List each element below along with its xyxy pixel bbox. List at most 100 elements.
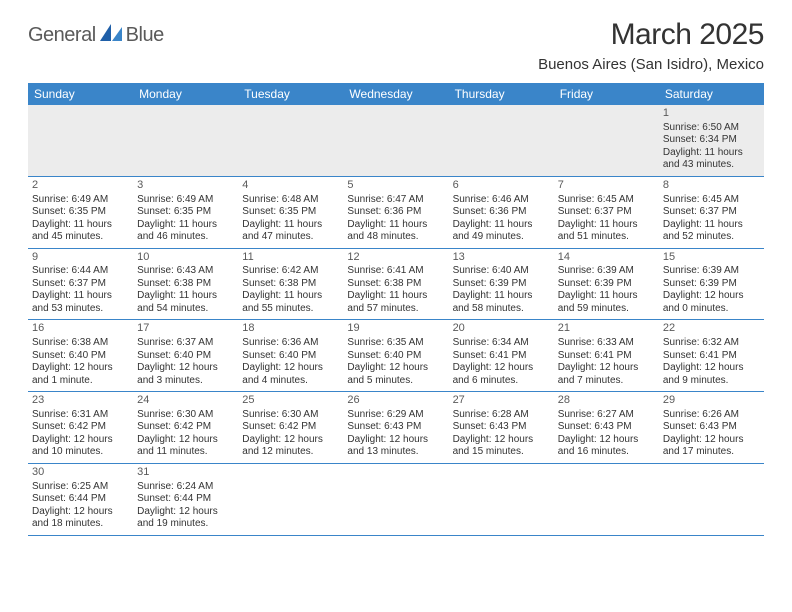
daylight-text: Daylight: 11 hours and 58 minutes. [453, 290, 550, 315]
sunset-text: Sunset: 6:37 PM [558, 206, 655, 219]
day-cell: 10Sunrise: 6:43 AMSunset: 6:38 PMDayligh… [133, 249, 238, 320]
calendar-table: Sunday Monday Tuesday Wednesday Thursday… [28, 83, 764, 536]
weekday-col: Friday [554, 83, 659, 105]
sunrise-text: Sunrise: 6:39 AM [663, 265, 760, 278]
sunrise-text: Sunrise: 6:26 AM [663, 409, 760, 422]
sunset-text: Sunset: 6:44 PM [32, 493, 129, 506]
daylight-text: Daylight: 12 hours and 4 minutes. [242, 362, 339, 387]
daylight-text: Daylight: 11 hours and 55 minutes. [242, 290, 339, 315]
day-cell: 5Sunrise: 6:47 AMSunset: 6:36 PMDaylight… [343, 177, 448, 248]
day-number: 4 [242, 179, 339, 193]
daylight-text: Daylight: 11 hours and 48 minutes. [347, 219, 444, 244]
daylight-text: Daylight: 12 hours and 7 minutes. [558, 362, 655, 387]
weekday-col: Tuesday [238, 83, 343, 105]
daylight-text: Daylight: 11 hours and 47 minutes. [242, 219, 339, 244]
daylight-text: Daylight: 12 hours and 10 minutes. [32, 434, 129, 459]
calendar-body: 1Sunrise: 6:50 AMSunset: 6:34 PMDaylight… [28, 105, 764, 536]
daylight-text: Daylight: 12 hours and 1 minute. [32, 362, 129, 387]
day-cell: 30Sunrise: 6:25 AMSunset: 6:44 PMDayligh… [28, 464, 133, 535]
empty-cell [343, 464, 448, 535]
empty-cell [449, 464, 554, 535]
day-number: 6 [453, 179, 550, 193]
brand-name-b: Blue [126, 24, 164, 47]
sunrise-text: Sunrise: 6:29 AM [347, 409, 444, 422]
day-number: 14 [558, 251, 655, 265]
sunset-text: Sunset: 6:39 PM [558, 278, 655, 291]
day-cell: 21Sunrise: 6:33 AMSunset: 6:41 PMDayligh… [554, 320, 659, 391]
sunrise-text: Sunrise: 6:47 AM [347, 194, 444, 207]
day-number: 3 [137, 179, 234, 193]
sunrise-text: Sunrise: 6:41 AM [347, 265, 444, 278]
daylight-text: Daylight: 12 hours and 17 minutes. [663, 434, 760, 459]
day-cell: 26Sunrise: 6:29 AMSunset: 6:43 PMDayligh… [343, 392, 448, 463]
day-number: 18 [242, 322, 339, 336]
sunset-text: Sunset: 6:40 PM [137, 350, 234, 363]
daylight-text: Daylight: 12 hours and 18 minutes. [32, 506, 129, 531]
sunrise-text: Sunrise: 6:49 AM [137, 194, 234, 207]
day-number: 2 [32, 179, 129, 193]
daylight-text: Daylight: 12 hours and 0 minutes. [663, 290, 760, 315]
day-number: 23 [32, 394, 129, 408]
empty-cell [343, 105, 448, 176]
day-cell: 24Sunrise: 6:30 AMSunset: 6:42 PMDayligh… [133, 392, 238, 463]
sunrise-text: Sunrise: 6:38 AM [32, 337, 129, 350]
weekday-col: Saturday [659, 83, 764, 105]
sunrise-text: Sunrise: 6:34 AM [453, 337, 550, 350]
day-cell: 7Sunrise: 6:45 AMSunset: 6:37 PMDaylight… [554, 177, 659, 248]
month-title: March 2025 [538, 18, 764, 52]
daylight-text: Daylight: 12 hours and 19 minutes. [137, 506, 234, 531]
sunset-text: Sunset: 6:43 PM [663, 421, 760, 434]
brand-name-a: General [28, 24, 96, 47]
day-number: 9 [32, 251, 129, 265]
daylight-text: Daylight: 11 hours and 53 minutes. [32, 290, 129, 315]
day-cell: 27Sunrise: 6:28 AMSunset: 6:43 PMDayligh… [449, 392, 554, 463]
daylight-text: Daylight: 12 hours and 13 minutes. [347, 434, 444, 459]
daylight-text: Daylight: 11 hours and 51 minutes. [558, 219, 655, 244]
sunrise-text: Sunrise: 6:27 AM [558, 409, 655, 422]
day-number: 7 [558, 179, 655, 193]
sunrise-text: Sunrise: 6:33 AM [558, 337, 655, 350]
day-number: 25 [242, 394, 339, 408]
sunset-text: Sunset: 6:37 PM [32, 278, 129, 291]
sunset-text: Sunset: 6:43 PM [347, 421, 444, 434]
sunset-text: Sunset: 6:35 PM [242, 206, 339, 219]
sunrise-text: Sunrise: 6:44 AM [32, 265, 129, 278]
day-number: 20 [453, 322, 550, 336]
sunset-text: Sunset: 6:41 PM [453, 350, 550, 363]
sunrise-text: Sunrise: 6:50 AM [663, 122, 760, 135]
empty-cell [554, 105, 659, 176]
calendar-page: General Blue March 2025 Buenos Aires (Sa… [0, 0, 792, 546]
sunset-text: Sunset: 6:43 PM [558, 421, 655, 434]
sunset-text: Sunset: 6:41 PM [558, 350, 655, 363]
day-cell: 4Sunrise: 6:48 AMSunset: 6:35 PMDaylight… [238, 177, 343, 248]
day-number: 17 [137, 322, 234, 336]
sunset-text: Sunset: 6:36 PM [347, 206, 444, 219]
sunrise-text: Sunrise: 6:30 AM [242, 409, 339, 422]
sunrise-text: Sunrise: 6:45 AM [663, 194, 760, 207]
day-cell: 3Sunrise: 6:49 AMSunset: 6:35 PMDaylight… [133, 177, 238, 248]
sunset-text: Sunset: 6:40 PM [347, 350, 444, 363]
calendar-row: 2Sunrise: 6:49 AMSunset: 6:35 PMDaylight… [28, 177, 764, 249]
sunrise-text: Sunrise: 6:32 AM [663, 337, 760, 350]
day-cell: 28Sunrise: 6:27 AMSunset: 6:43 PMDayligh… [554, 392, 659, 463]
day-number: 16 [32, 322, 129, 336]
day-number: 24 [137, 394, 234, 408]
day-cell: 22Sunrise: 6:32 AMSunset: 6:41 PMDayligh… [659, 320, 764, 391]
day-cell: 19Sunrise: 6:35 AMSunset: 6:40 PMDayligh… [343, 320, 448, 391]
daylight-text: Daylight: 11 hours and 45 minutes. [32, 219, 129, 244]
daylight-text: Daylight: 12 hours and 3 minutes. [137, 362, 234, 387]
day-number: 27 [453, 394, 550, 408]
sunset-text: Sunset: 6:35 PM [137, 206, 234, 219]
sunset-text: Sunset: 6:40 PM [32, 350, 129, 363]
sunset-text: Sunset: 6:35 PM [32, 206, 129, 219]
sunset-text: Sunset: 6:36 PM [453, 206, 550, 219]
sunrise-text: Sunrise: 6:45 AM [558, 194, 655, 207]
sunset-text: Sunset: 6:39 PM [663, 278, 760, 291]
sunrise-text: Sunrise: 6:48 AM [242, 194, 339, 207]
weekday-col: Sunday [28, 83, 133, 105]
day-number: 19 [347, 322, 444, 336]
empty-cell [238, 464, 343, 535]
daylight-text: Daylight: 11 hours and 57 minutes. [347, 290, 444, 315]
daylight-text: Daylight: 11 hours and 54 minutes. [137, 290, 234, 315]
day-number: 22 [663, 322, 760, 336]
